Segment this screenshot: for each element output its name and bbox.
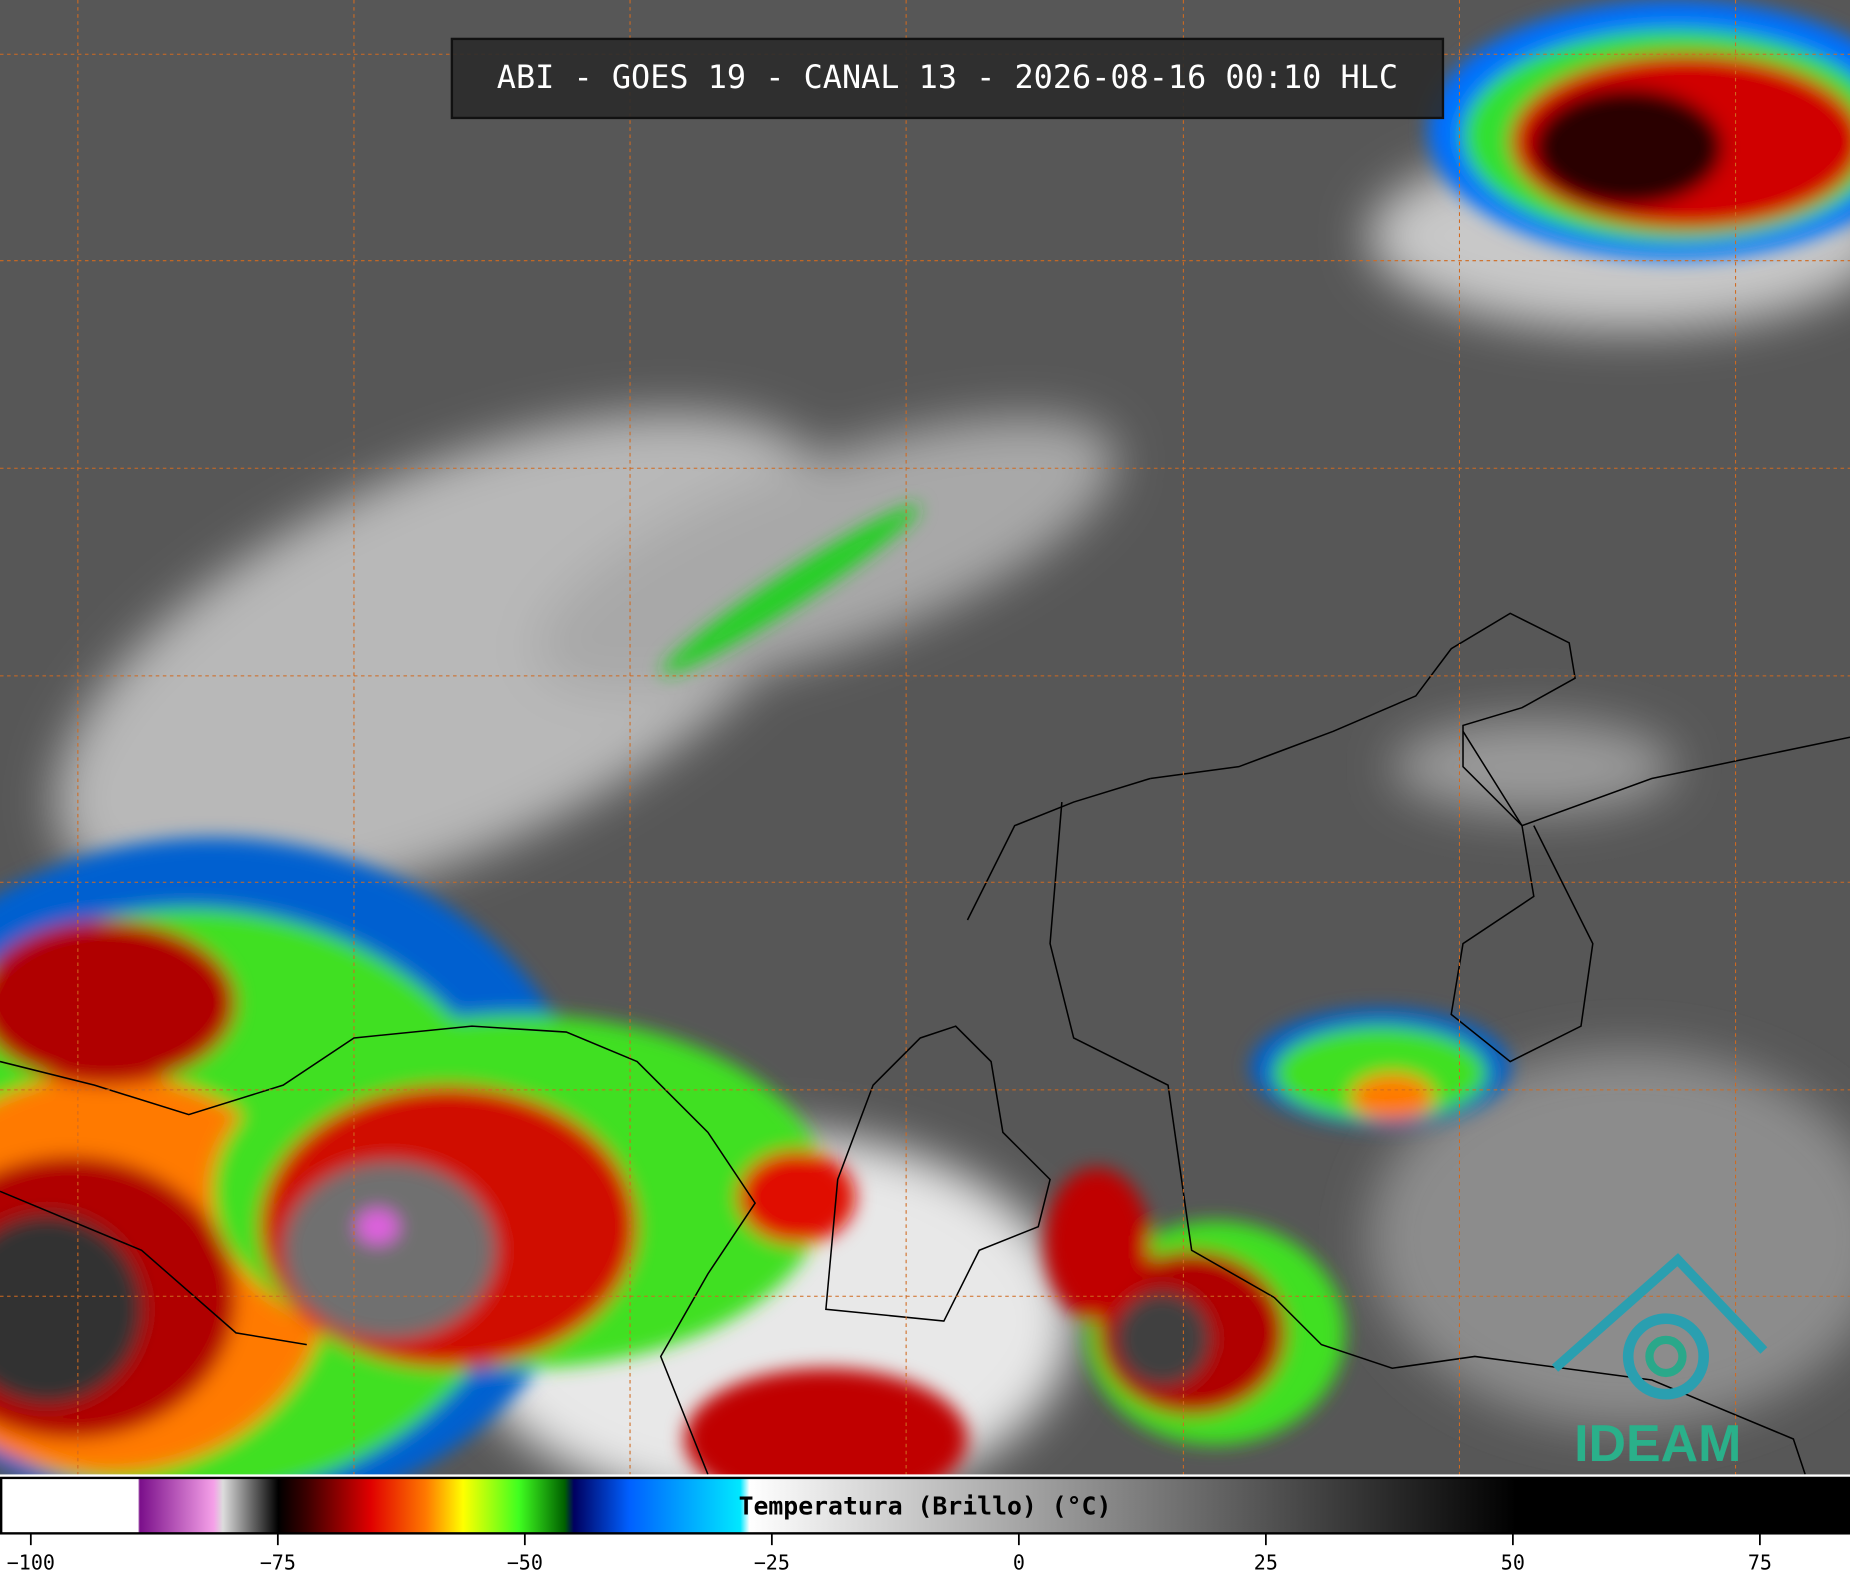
colorbar-label: Temperatura (Brillo) (°C) xyxy=(739,1491,1112,1520)
tick-label: 0 xyxy=(1013,1551,1025,1575)
convective-cells xyxy=(0,0,1850,1522)
title-box xyxy=(450,37,1445,120)
tick-label: 50 xyxy=(1501,1551,1525,1575)
tick-label: −100 xyxy=(7,1551,55,1575)
tick-label: −25 xyxy=(754,1551,790,1575)
lat-lon-grid xyxy=(0,0,1850,1475)
tick-label: −75 xyxy=(260,1551,296,1575)
coastlines xyxy=(0,612,1850,1475)
colorbar xyxy=(0,1476,1850,1535)
ideam-logo: IDEAM xyxy=(1551,1253,1768,1472)
colorbar-ticks: −100 −75 −50 −25 0 25 50 75 xyxy=(7,1533,1772,1575)
tick-label: 75 xyxy=(1748,1551,1772,1575)
tick-label: 25 xyxy=(1254,1551,1278,1575)
tick-label: −50 xyxy=(507,1551,543,1575)
logo-text: IDEAM xyxy=(1574,1414,1741,1472)
image-title: ABI - GOES 19 - CANAL 13 - 2026-08-16 00… xyxy=(497,58,1398,96)
